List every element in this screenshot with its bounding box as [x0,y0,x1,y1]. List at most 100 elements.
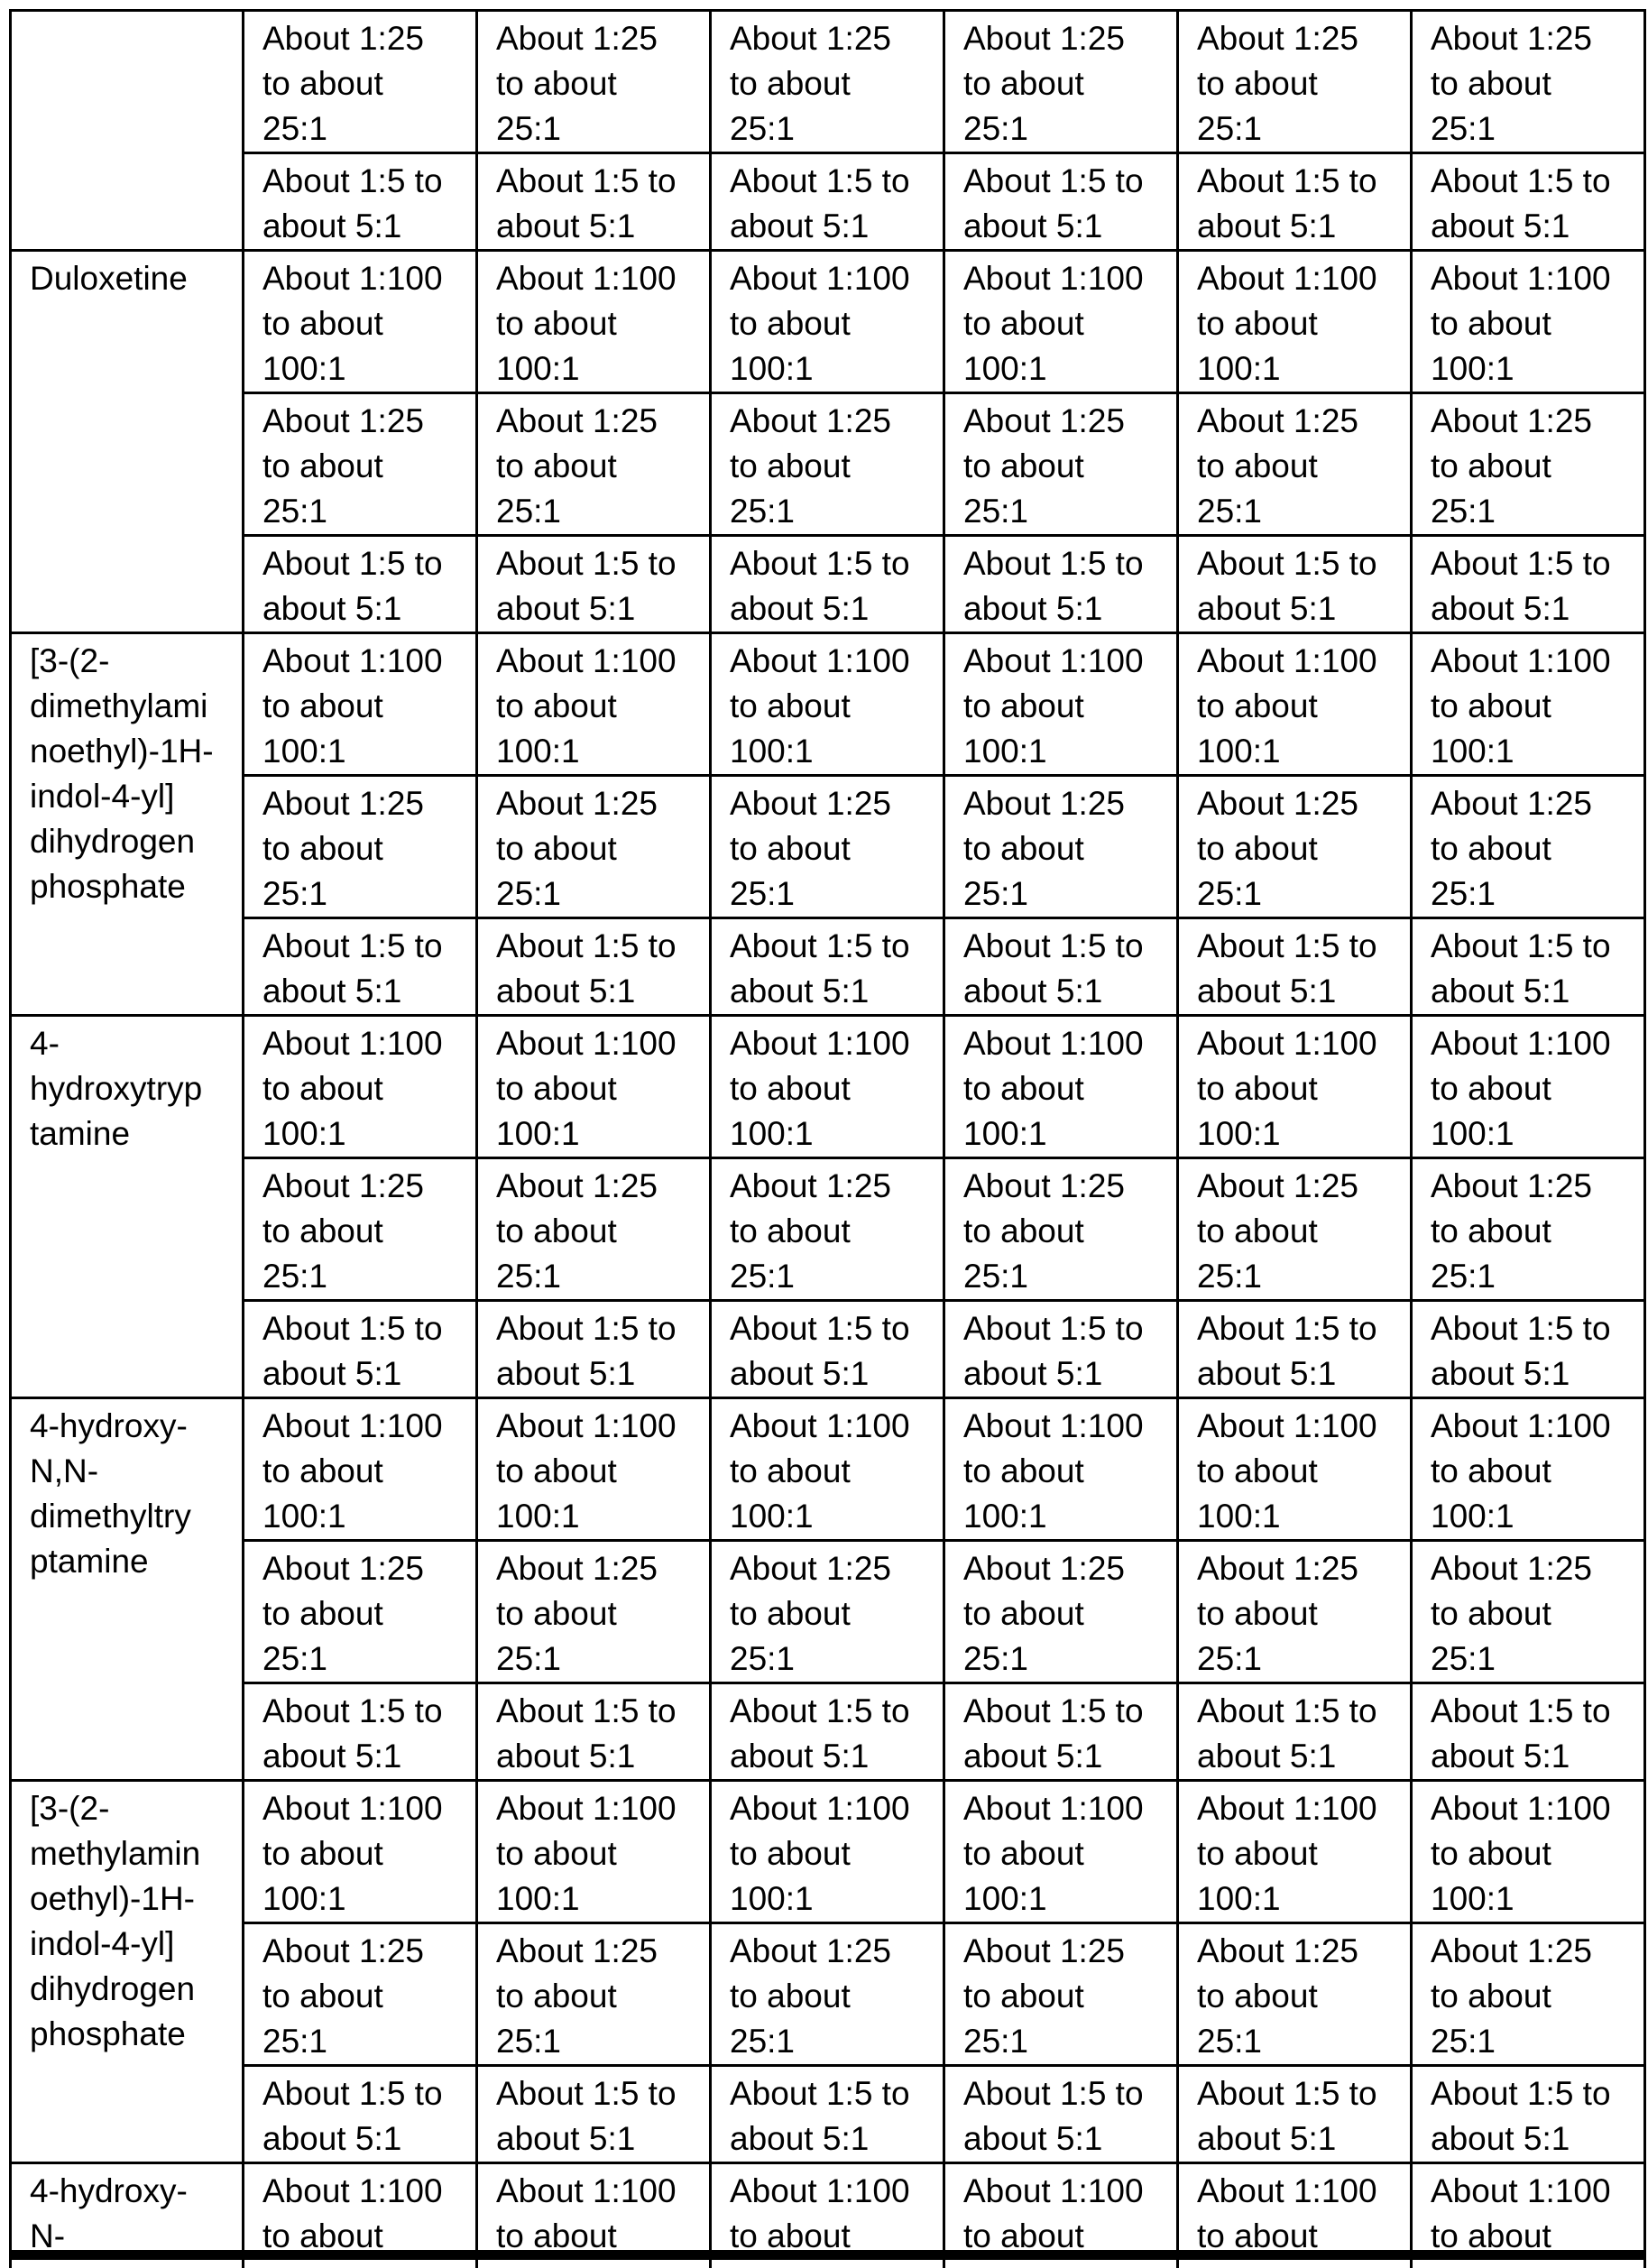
ratio-cell: About 1:5 to about 5:1 [242,2064,478,2164]
table-row: About 1:5 to about 5:1 About 1:5 to about… [11,152,1646,252]
ratio-cell: About 1:25 to about 25:1 [242,392,478,537]
ratio-cell: About 1:25 to about 25:1 [1410,1539,1646,1684]
ratio-cell: About 1:25 to about 25:1 [1410,774,1646,919]
table-row: About 1:5 to about 5:1 About 1:5 to about… [11,1682,1646,1782]
ratio-cell: About 1:25 to about 25:1 [475,1922,712,2067]
compound-label-cell: [3-(2- methylamin oethyl)-1H- indol-4-yl… [9,1779,244,2164]
ratio-cell: About 1:5 to about 5:1 [1176,917,1413,1017]
ratio-cell: About 1:25 to about 25:1 [943,1157,1179,1302]
table-row: 4-hydroxy- N,N- dimethyltry ptamine About… [9,1397,1646,1782]
table-row: About 1:25 to about 25:1 About 1:25 to ab… [11,1539,1646,1684]
ratio-cell: About 1:5 to about 5:1 [943,1682,1179,1782]
ratio-cell: About 1:5 to about 5:1 [1410,1682,1646,1782]
ratio-cell: About 1:25 to about 25:1 [242,1157,478,1302]
ratio-cell: About 1:25 to about 25:1 [943,1922,1179,2067]
ratio-cell: About 1:100 to about 100:1 [943,1014,1179,1159]
ratio-cell: About 1:5 to about 5:1 [709,534,945,634]
table-row: 4- hydroxytryp tamine About 1:100 to abou… [9,1014,1646,1399]
ratio-cell: About 1:25 to about 25:1 [1410,1157,1646,1302]
table-row: About 1:5 to about 5:1 About 1:5 to about… [11,534,1646,634]
ratio-cell: About 1:25 to about 25:1 [709,1922,945,2067]
ratio-cell: About 1:25 to about 25:1 [475,392,712,537]
ratio-cell: About 1:5 to about 5:1 [475,2064,712,2164]
ratio-cell: About 1:25 to about 25:1 [709,1157,945,1302]
ratio-cell: About 1:5 to about 5:1 [1410,1299,1646,1399]
ratio-cell: About 1:5 to about 5:1 [242,917,478,1017]
ratio-cell: About 1:100 to about 100:1 [1410,1779,1646,1924]
ratio-cell: About 1:100 to about 100:1 [1176,1014,1413,1159]
table-row: About 1:5 to about 5:1 About 1:5 to about… [11,2064,1646,2164]
ratio-cell: About 1:25 to about 25:1 [242,774,478,919]
ratio-cell: About 1:100 to about 100:1 [943,632,1179,777]
ratio-cell: About 1:100 to about 100:1 [1410,1397,1646,1542]
ratio-cell: About 1:100 to about 100:1 [1176,632,1413,777]
ratio-cell: About 1:25 to about 25:1 [475,1539,712,1684]
table-row: [3-(2- dimethylami noethyl)-1H- indol-4-… [9,632,1646,1017]
ratio-cell: About 1:25 to about 25:1 [1410,1922,1646,2067]
compound-label-cell: Duloxetine [9,249,244,634]
ratio-cell: About 1:5 to about 5:1 [1176,2064,1413,2164]
ratio-cell: About 1:25 to about 25:1 [1176,392,1413,537]
ratio-cell: About 1:5 to about 5:1 [1410,534,1646,634]
ratio-cell: About 1:5 to about 5:1 [242,1299,478,1399]
ratio-cell: About 1:100 to about 100:1 [709,1014,945,1159]
ratio-cell: About 1:100 to about 100:1 [1410,249,1646,394]
ratio-cell: About 1:100 to about 100:1 [709,249,945,394]
ratio-cell: About 1:25 to about 25:1 [242,9,478,154]
ratio-cell: About 1:5 to about 5:1 [1176,152,1413,252]
ratio-cell: About 1:5 to about 5:1 [943,917,1179,1017]
ratio-cell: About 1:5 to about 5:1 [1176,534,1413,634]
ratio-cell: About 1:25 to about 25:1 [1410,9,1646,154]
ratio-cell: About 1:25 to about 25:1 [709,392,945,537]
ratio-cell: About 1:100 to about 100:1 [1410,1014,1646,1159]
ratio-cell: About 1:5 to about 5:1 [242,534,478,634]
ratio-cell: About 1:5 to about 5:1 [709,2064,945,2164]
ratio-cell: About 1:100 to about 100:1 [242,1397,478,1542]
ratio-cell: About 1:100 to about 100:1 [475,1397,712,1542]
ratio-cell: About 1:5 to about 5:1 [943,2064,1179,2164]
ratio-cell: About 1:100 to about 100:1 [1176,1397,1413,1542]
ratio-cell: About 1:100 to about 100:1 [943,1779,1179,1924]
ratio-cell: About 1:5 to about 5:1 [709,1299,945,1399]
ratio-cell: About 1:25 to about 25:1 [709,774,945,919]
table-row: About 1:25 to about 25:1 About 1:25 to ab… [11,392,1646,537]
compound-label-cell: [3-(2- dimethylami noethyl)-1H- indol-4-… [9,632,244,1017]
ratio-cell: About 1:25 to about 25:1 [1176,1922,1413,2067]
ratio-cell: About 1:25 to about 25:1 [943,392,1179,537]
table-cut-bottom-border [9,2250,1643,2260]
ratio-cell: About 1:25 to about 25:1 [943,9,1179,154]
ratio-cell: About 1:5 to about 5:1 [475,1299,712,1399]
compound-label-cell [9,9,244,252]
ratio-cell: About 1:5 to about 5:1 [475,152,712,252]
ratio-cell: About 1:25 to about 25:1 [242,1922,478,2067]
ratio-cell: About 1:100 to about 100:1 [242,249,478,394]
ratio-cell: About 1:25 to about 25:1 [1176,1157,1413,1302]
ratio-cell: About 1:25 to about 25:1 [1176,1539,1413,1684]
ratio-cell: About 1:5 to about 5:1 [709,152,945,252]
ratio-cell: About 1:5 to about 5:1 [943,152,1179,252]
compound-label-cell: 4- hydroxytryp tamine [9,1014,244,1399]
table-row: About 1:25 to about 25:1 About 1:25 to ab… [11,1157,1646,1302]
ratio-cell: About 1:5 to about 5:1 [1410,917,1646,1017]
ratio-cell: About 1:5 to about 5:1 [242,152,478,252]
ratio-cell: About 1:100 to about 100:1 [242,1014,478,1159]
ratio-cell: About 1:5 to about 5:1 [1410,152,1646,252]
ratio-cell: About 1:100 to about 100:1 [1410,632,1646,777]
ratio-cell: About 1:5 to about 5:1 [1176,1682,1413,1782]
ratio-cell: About 1:5 to about 5:1 [475,1682,712,1782]
ratio-cell: About 1:5 to about 5:1 [1176,1299,1413,1399]
ratio-cell: About 1:5 to about 5:1 [943,534,1179,634]
ratio-cell: About 1:5 to about 5:1 [1410,2064,1646,2164]
ratio-cell: About 1:5 to about 5:1 [709,1682,945,1782]
ratio-cell: About 1:25 to about 25:1 [242,1539,478,1684]
ratio-cell: About 1:5 to about 5:1 [475,534,712,634]
ratio-cell: About 1:100 to about 100:1 [943,249,1179,394]
ratio-cell: About 1:100 to about 100:1 [943,1397,1179,1542]
ratio-cell: About 1:25 to about 25:1 [709,1539,945,1684]
ratio-cell: About 1:100 to about 100:1 [475,249,712,394]
ratio-cell: About 1:5 to about 5:1 [709,917,945,1017]
ratio-cell: About 1:25 to about 25:1 [1176,774,1413,919]
table-row: [3-(2- methylamin oethyl)-1H- indol-4-yl… [9,1779,1646,2164]
ratio-cell: About 1:25 to about 25:1 [943,1539,1179,1684]
